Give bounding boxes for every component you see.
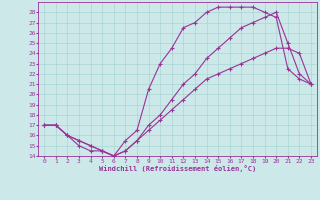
X-axis label: Windchill (Refroidissement éolien,°C): Windchill (Refroidissement éolien,°C) — [99, 165, 256, 172]
